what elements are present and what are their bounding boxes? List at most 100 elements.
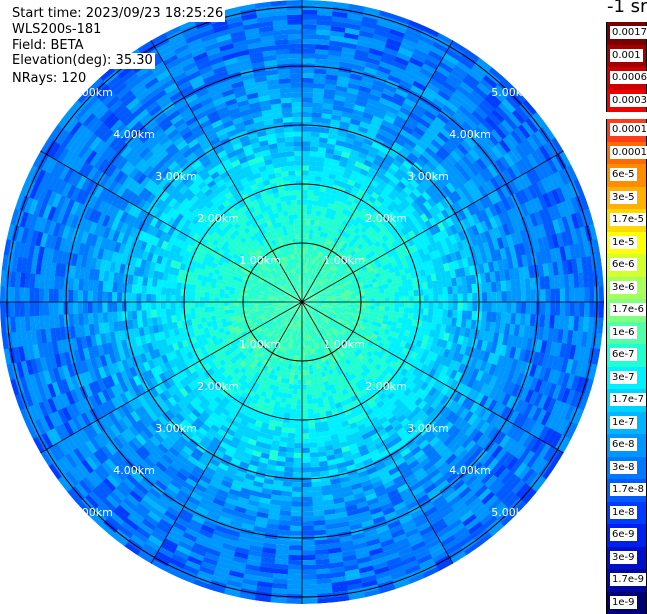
beta-cell <box>443 309 449 317</box>
beta-cell <box>309 161 317 167</box>
beta-cell <box>307 399 313 404</box>
beta-cell <box>545 302 550 315</box>
beta-cell <box>356 302 361 305</box>
beta-cell <box>286 589 302 594</box>
beta-cell <box>307 210 312 215</box>
beta-cell <box>433 302 438 309</box>
beta-cell <box>438 287 444 295</box>
beta-cell <box>287 579 302 584</box>
beta-cell <box>429 295 434 302</box>
beta-cell <box>443 294 448 302</box>
beta-cell <box>380 298 385 302</box>
beta-cell <box>369 291 374 295</box>
beta-cell <box>467 311 473 320</box>
beta-cell <box>472 293 477 302</box>
beta-cell <box>314 525 326 531</box>
beta-cell <box>286 599 302 604</box>
beta-cell <box>302 161 310 166</box>
beta-cell <box>298 380 302 385</box>
beta-cell <box>312 486 322 492</box>
beta-cell <box>515 279 521 291</box>
beta-cell <box>302 443 310 448</box>
beta-cell <box>302 370 306 375</box>
beta-cell <box>315 171 323 177</box>
beta-cell <box>291 497 302 502</box>
beta-cell <box>302 545 315 550</box>
beta-cell <box>302 24 317 29</box>
beta-cell <box>526 302 531 314</box>
beta-cell <box>313 93 324 99</box>
beta-cell <box>311 132 320 138</box>
beta-cell <box>404 307 409 313</box>
beta-cell <box>555 289 560 303</box>
beta-cell <box>287 389 292 395</box>
beta-cell <box>428 288 433 295</box>
beta-cell <box>447 310 453 318</box>
beta-cell <box>457 310 463 319</box>
beta-cell <box>310 447 318 453</box>
beta-cell <box>280 505 291 511</box>
beta-cell <box>525 278 531 290</box>
beta-cell <box>311 389 316 395</box>
beta-cell <box>302 117 312 122</box>
beta-cell <box>398 312 404 318</box>
beta-cell <box>487 302 492 312</box>
beta-cell <box>302 97 313 102</box>
beta-cell <box>302 112 312 117</box>
beta-cell <box>290 531 303 536</box>
beta-cell <box>365 302 370 306</box>
beta-cell <box>311 215 316 221</box>
beta-cell <box>385 297 390 302</box>
beta-cell <box>313 195 319 201</box>
beta-cell <box>531 290 536 302</box>
beta-cell <box>375 298 380 302</box>
beta-cell <box>385 302 390 307</box>
beta-cell <box>448 294 453 302</box>
beta-cell <box>497 302 502 313</box>
beta-cell <box>311 472 321 478</box>
beta-cell <box>404 296 409 302</box>
beta-cell <box>295 438 303 443</box>
beta-cell <box>313 98 324 104</box>
beta-cell <box>295 365 299 370</box>
beta-cell <box>312 200 318 206</box>
beta-cell <box>296 409 302 414</box>
beta-cell <box>311 210 316 216</box>
beta-cell <box>293 467 302 472</box>
beta-cell <box>295 433 302 438</box>
beta-cell <box>413 284 419 291</box>
beta-cell <box>302 424 309 429</box>
beta-cell <box>306 224 310 229</box>
beta-cell <box>317 397 323 403</box>
beta-cell <box>424 295 429 302</box>
beta-cell <box>285 462 294 468</box>
beta-cell <box>309 443 317 449</box>
beta-cell <box>291 399 297 404</box>
beta-cell <box>443 302 448 310</box>
beta-cell <box>302 555 316 560</box>
beta-cell <box>404 291 409 297</box>
beta-cell <box>302 127 311 132</box>
beta-cell <box>302 492 312 497</box>
beta-cell <box>579 302 584 317</box>
beta-cell <box>531 302 536 315</box>
beta-cell <box>295 424 302 429</box>
beta-cell <box>463 302 468 311</box>
beta-cell <box>290 409 296 414</box>
beta-cell <box>452 286 458 295</box>
beta-cell <box>279 510 291 516</box>
beta-cell <box>302 234 306 239</box>
beta-cell <box>292 482 302 487</box>
beta-cell <box>486 312 492 322</box>
beta-cell <box>472 311 478 321</box>
beta-cell <box>506 280 512 291</box>
beta-cell <box>423 308 429 315</box>
beta-cell <box>287 393 293 399</box>
beta-cell <box>302 122 312 127</box>
beta-cell <box>574 288 579 303</box>
beta-cell <box>302 244 305 249</box>
beta-cell <box>281 432 289 438</box>
beta-cell <box>313 88 325 94</box>
beta-cell <box>311 122 321 128</box>
beta-cell <box>302 166 309 171</box>
